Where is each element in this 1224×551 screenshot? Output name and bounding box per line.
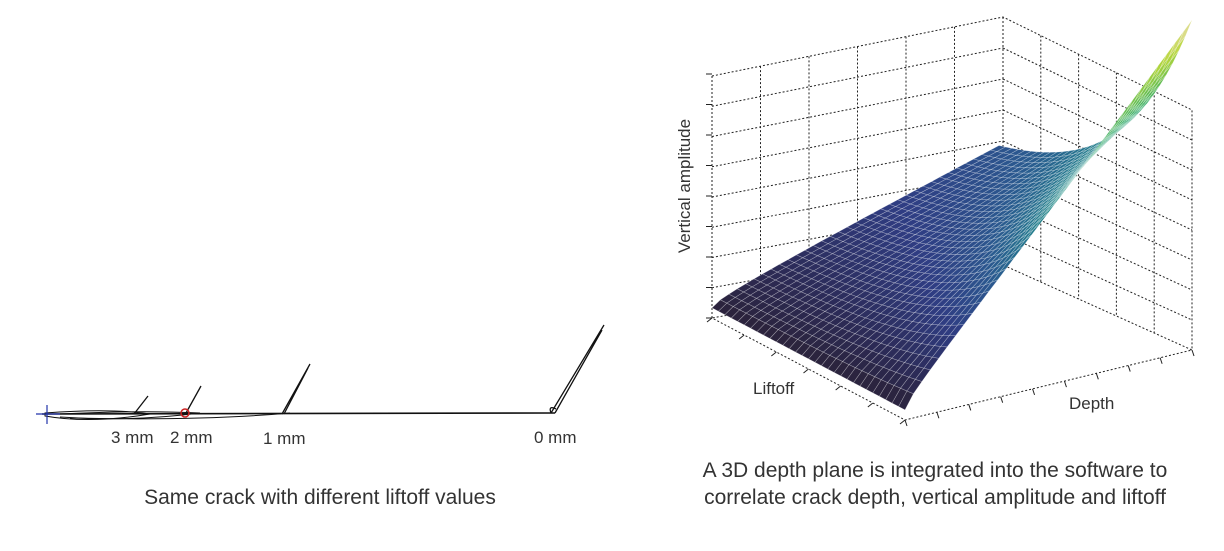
- surface-plot-3d: [706, 16, 1195, 427]
- axis-tick: [899, 419, 906, 425]
- axis-tick: [1000, 396, 1004, 403]
- surface-mesh: [711, 19, 1193, 411]
- axis-tick: [1032, 388, 1036, 396]
- liftoff-label-2mm: 2 mm: [170, 428, 213, 447]
- axis-tick: [771, 351, 777, 357]
- liftoff-label-1mm: 1 mm: [263, 429, 306, 448]
- crack-signal-3mm: [133, 395, 149, 415]
- grid-line: [1002, 47, 1193, 141]
- surface-facet: [1176, 19, 1193, 47]
- grid-line: [1002, 78, 1193, 171]
- axis-tick: [738, 334, 745, 340]
- crack-signal-2mm: [185, 385, 202, 414]
- axis-label-depth: Depth: [1069, 394, 1115, 413]
- axis-tick: [803, 368, 809, 374]
- right-caption-line-1: A 3D depth plane is integrated into the …: [702, 459, 1168, 482]
- axis-label-liftoff: Liftoff: [753, 379, 795, 398]
- grid-line: [1002, 171, 1193, 261]
- axis-tick: [936, 412, 940, 419]
- axis-tick: [835, 385, 841, 391]
- loop-trace-2mm: [59, 411, 201, 420]
- circle-marker: [180, 408, 190, 418]
- axis-tick: [968, 404, 972, 411]
- grid-line: [711, 109, 1004, 168]
- axis-tick: [1063, 380, 1067, 388]
- liftoff-label-0mm: 0 mm: [534, 428, 577, 447]
- liftoff-label-3mm: 3 mm: [111, 428, 154, 447]
- liftoff-trace-plot: [36, 324, 605, 424]
- axis-tick: [1191, 349, 1195, 357]
- right-caption-line-2: correlate crack depth, vertical amplitud…: [704, 486, 1166, 509]
- axis-label-vertical-amplitude: Vertical amplitude: [675, 118, 694, 254]
- axis-tick: [904, 419, 908, 427]
- crack-signal-1mm: [281, 363, 311, 415]
- crack-signal-0mm: [549, 324, 605, 414]
- crosshair-marker: [36, 405, 60, 424]
- loop-trace-3mm: [44, 410, 151, 421]
- loop-trace-1mm: [69, 412, 291, 420]
- axis-tick: [1159, 357, 1163, 364]
- grid-line: [1002, 202, 1193, 291]
- axis-tick: [867, 402, 874, 408]
- grid-line: [1002, 109, 1193, 201]
- baseline-trace: [41, 412, 556, 415]
- axis-tick: [1127, 365, 1131, 372]
- axis-tick: [1095, 373, 1099, 380]
- axis-tick: [706, 317, 713, 323]
- axis-ticks: [706, 73, 1195, 427]
- grid-line: [1002, 233, 1193, 321]
- grid-line: [1002, 140, 1193, 231]
- left-caption: Same crack with different liftoff values: [144, 486, 496, 509]
- grid-line: [711, 47, 1004, 107]
